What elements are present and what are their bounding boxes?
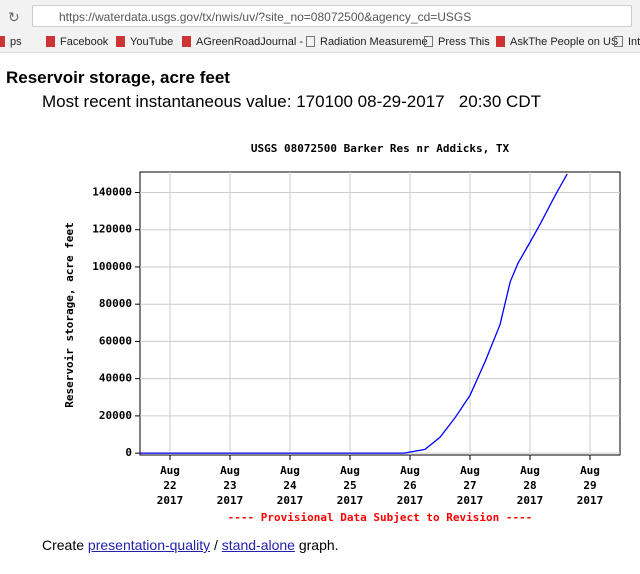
plot-area (139, 171, 621, 456)
address-bar[interactable]: https://waterdata.usgs.gov/tx/nwis/uv/?s… (32, 5, 632, 27)
y-axis-label: Reservoir storage, acre feet (63, 222, 76, 407)
subheading: Most recent instantaneous value: 170100 … (42, 92, 541, 111)
chart-title: USGS 08072500 Barker Res nr Addicks, TX (251, 142, 510, 155)
text: graph. (294, 537, 339, 553)
y-tick-label: 40000 (99, 372, 132, 385)
data-line (140, 173, 568, 454)
browser-toolbar: ↻ https://waterdata.usgs.gov/tx/nwis/uv/… (0, 0, 640, 34)
bookmark[interactable]: YouTube (116, 36, 173, 48)
bookmark[interactable]: AskThe People on US (496, 36, 618, 48)
text: Create (42, 537, 88, 553)
bookmark[interactable]: Press This (424, 36, 490, 48)
heading: Reservoir storage, acre feet (6, 68, 230, 87)
x-tick-label: Aug 26 2017 (396, 464, 424, 507)
x-tick-label: Aug 25 2017 (336, 464, 364, 507)
provisional-note: ---- Provisional Data Subject to Revisio… (228, 511, 533, 524)
y-tick-label: 140000 (92, 185, 132, 198)
y-tick-label: 80000 (99, 297, 132, 310)
x-tick-label: Aug 22 2017 (156, 464, 184, 507)
bookmarks-bar: ps Facebook YouTube AGreenRoadJournal - … (0, 34, 640, 53)
bookmark[interactable]: Facebook (46, 36, 108, 48)
x-tick-label: Aug 29 2017 (576, 464, 604, 507)
bookmark[interactable]: ps (0, 36, 22, 48)
x-tick-label: Aug 24 2017 (276, 464, 304, 507)
bookmark[interactable]: Int (614, 36, 640, 48)
y-tick-label: 120000 (92, 223, 132, 236)
y-tick-label: 60000 (99, 334, 132, 347)
x-tick-label: Aug 28 2017 (516, 464, 544, 507)
reload-icon[interactable]: ↻ (8, 9, 20, 25)
y-tick-label: 0 (125, 446, 132, 459)
bookmark[interactable]: Radiation Measureme (306, 36, 428, 48)
y-tick-label: 20000 (99, 409, 132, 422)
x-tick-label: Aug 27 2017 (456, 464, 484, 507)
footer: Create presentation-quality / stand-alon… (42, 537, 339, 553)
link[interactable]: presentation-quality (87, 537, 211, 553)
bookmark[interactable]: AGreenRoadJournal - (182, 36, 303, 48)
y-tick-label: 100000 (92, 260, 132, 273)
link[interactable]: stand-alone (221, 537, 295, 553)
x-tick-label: Aug 23 2017 (216, 464, 244, 507)
text: / (210, 537, 222, 553)
